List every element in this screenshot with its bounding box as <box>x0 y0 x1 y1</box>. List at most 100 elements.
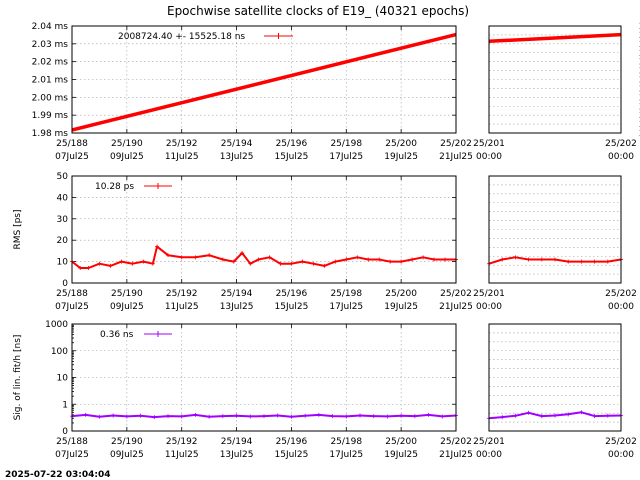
rms-legend-label: 10.28 ps <box>95 182 134 192</box>
sig-data-point <box>262 414 266 419</box>
sig-xtick-date: 09Jul25 <box>110 450 144 460</box>
sig-xtick-label: 25/192 <box>166 437 198 447</box>
rms-data-point <box>108 263 113 268</box>
rms-xtick-label: 25/190 <box>111 289 143 299</box>
clock-xtick-date: 09Jul25 <box>110 152 144 162</box>
rms-xtick-label: 25/192 <box>166 289 198 299</box>
sig-data-point <box>289 414 294 419</box>
sig-xtick-label: 25/196 <box>276 437 308 447</box>
rms-xtick-label: 25/198 <box>330 289 362 299</box>
rms-series-line <box>71 245 456 269</box>
clock-frame <box>71 25 457 134</box>
clock-zoom-xtick-date: 00:00 <box>608 152 634 162</box>
rms-zoom-data-point <box>500 257 505 262</box>
sig-data-point <box>440 414 445 419</box>
rms-data-point <box>78 266 83 271</box>
rms-data-point <box>150 261 155 266</box>
rms-zoom-xtick-date: 00:00 <box>476 302 502 312</box>
clock-xtick-date: 19Jul25 <box>384 152 418 162</box>
sig-data-point <box>275 413 280 418</box>
sig-zoom-data-point <box>500 415 505 420</box>
rms-data-point <box>300 259 305 264</box>
rms-data-point <box>388 259 393 264</box>
sig-data-point <box>166 414 170 419</box>
rms-zoom-xtick-label: 25/201 <box>473 289 505 299</box>
sig-xtick-date: 21Jul25 <box>439 450 473 460</box>
rms-data-point <box>240 251 245 256</box>
rms-zoom-data-point <box>566 259 571 264</box>
sig-panel <box>70 323 458 432</box>
sig-zoom-xtick-date: 00:00 <box>608 450 634 460</box>
rms-data-point <box>97 261 102 266</box>
rms-xtick-label: 25/200 <box>385 289 417 299</box>
rms-data-point <box>141 259 146 264</box>
rms-zoom-data-point <box>579 259 584 264</box>
rms-xtick-date: 21Jul25 <box>439 302 473 312</box>
sig-zoom-frame <box>488 323 622 432</box>
sig-data-point <box>412 414 417 419</box>
rms-zoom-xtick-label: 25/202 <box>605 289 637 299</box>
rms-ytick-label: 10 <box>57 258 69 268</box>
sig-legend-label: 0.36 ns <box>100 330 134 340</box>
sig-data-point <box>124 414 129 419</box>
sig-data-point <box>303 413 308 418</box>
clock-ytick-label: 2.04 ms <box>32 22 69 32</box>
rms-ytick-label: 30 <box>57 215 69 225</box>
sig-zoom-data-point <box>605 413 610 418</box>
sig-xtick-label: 25/190 <box>111 437 143 447</box>
sig-zoom-data-point <box>566 412 571 417</box>
rms-ytick-label: 0 <box>62 279 68 289</box>
sig-xtick-label: 25/202 <box>440 437 472 447</box>
sig-zoom-data-point <box>592 414 597 419</box>
clock-xtick-date: 15Jul25 <box>275 152 309 162</box>
sig-data-point <box>234 413 239 418</box>
sig-xtick-date: 15Jul25 <box>275 450 309 460</box>
sig-data-point <box>344 414 349 419</box>
rms-data-point <box>220 257 225 262</box>
rms-data-point <box>256 257 261 262</box>
clock-xtick-date: 17Jul25 <box>329 152 363 162</box>
sig-xtick-label: 25/198 <box>330 437 362 447</box>
rms-zoom-data-point <box>513 255 518 260</box>
rms-y-axis-label: RMS [ps] <box>13 209 23 249</box>
sig-xtick-date: 19Jul25 <box>384 450 418 460</box>
rms-data-point <box>410 257 415 262</box>
clock-series-line <box>71 32 457 132</box>
clock-ytick-label: 2.03 ms <box>32 40 69 50</box>
rms-data-point <box>344 257 349 262</box>
rms-xtick-label: 25/194 <box>221 289 253 299</box>
clock-legend-label: 2008724.40 +- 15525.18 ns <box>118 32 245 42</box>
rms-data-point <box>289 261 294 266</box>
sig-data-point <box>111 413 116 418</box>
rms-data-point <box>278 261 283 266</box>
rms-data-point <box>86 266 91 271</box>
sig-xtick-date: 07Jul25 <box>55 450 89 460</box>
timestamp: 2025-07-22 03:04:04 <box>5 470 110 480</box>
rms-data-point <box>399 259 404 264</box>
rms-data-point <box>355 255 360 260</box>
rms-zoom-data-point <box>553 257 557 262</box>
rms-zoom-data-point <box>592 259 597 264</box>
clock-ytick-label: 2.00 ms <box>32 93 69 103</box>
rms-data-point <box>166 253 170 258</box>
rms-data-point <box>207 253 212 258</box>
rms-zoom-xtick-date: 00:00 <box>608 302 634 312</box>
sig-data-point <box>316 412 321 417</box>
rms-zoom-frame <box>488 175 622 284</box>
rms-data-point <box>443 257 448 262</box>
sig-ytick-label: 100 <box>51 347 68 357</box>
sig-xtick-date: 13Jul25 <box>220 450 254 460</box>
sig-zoom-data-point <box>513 413 518 418</box>
sig-zoom-xtick-label: 25/202 <box>605 437 637 447</box>
sig-data-point <box>371 414 376 419</box>
rms-data-point <box>193 255 198 260</box>
rms-data-point <box>248 261 253 266</box>
sig-data-point <box>220 414 225 419</box>
sig-zoom-data-point <box>579 410 584 415</box>
sig-data-point <box>399 413 404 418</box>
rms-zoom-data-point <box>539 257 544 262</box>
clock-ytick-label: 1.99 ms <box>32 111 69 121</box>
sig-xtick-label: 25/188 <box>56 437 88 447</box>
clock-zoom-xtick-label: 25/202 <box>605 139 637 149</box>
